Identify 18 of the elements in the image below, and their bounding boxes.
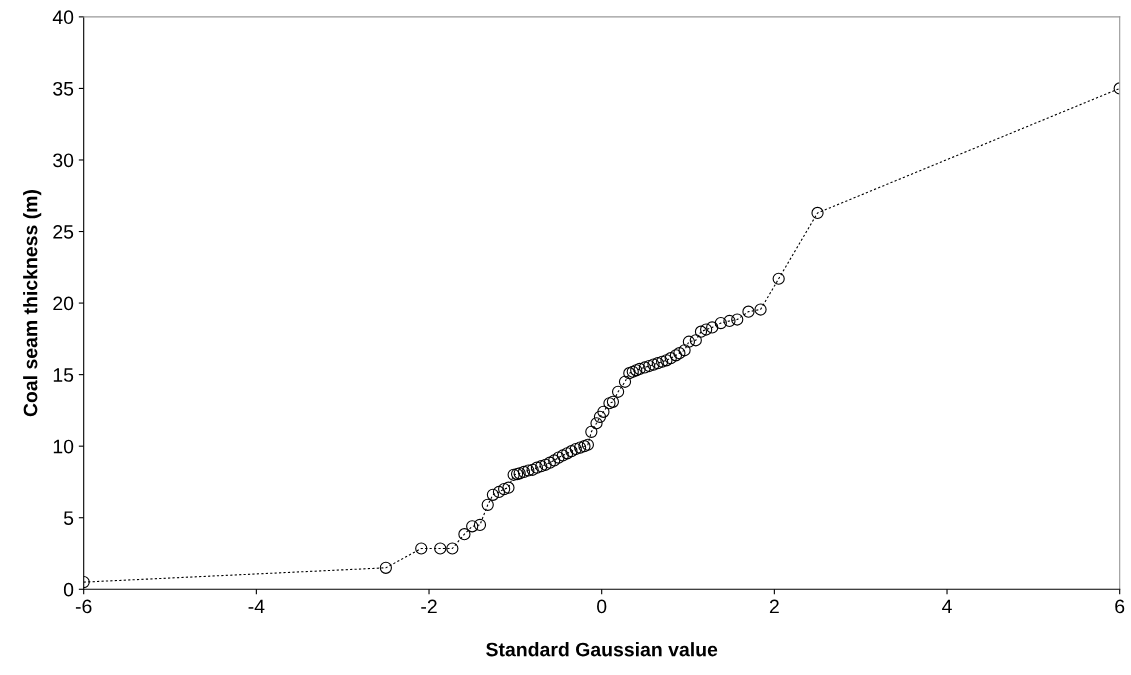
y-tick-label: 0: [63, 582, 74, 597]
y-tick-label: 15: [53, 368, 74, 382]
y-tick-label: 35: [53, 81, 74, 96]
y-axis-title: Coal seam thickness (m): [23, 190, 42, 417]
y-tick-label: 10: [53, 439, 74, 454]
y-tick-label: 25: [53, 224, 74, 239]
y-tick-label: 5: [63, 511, 74, 525]
x-tick-label: 6: [1115, 599, 1125, 614]
x-tick-label: -6: [75, 599, 92, 614]
x-tick-label: 2: [769, 599, 779, 614]
x-tick-label: 4: [942, 599, 952, 614]
y-tick-label: 30: [53, 153, 74, 168]
y-tick-label: 40: [52, 10, 74, 25]
x-axis-title: Standard Gaussian value: [486, 642, 718, 657]
x-tick-label: -4: [248, 599, 265, 614]
y-tick-label: 20: [53, 296, 74, 311]
x-tick-label: -2: [421, 599, 437, 614]
x-tick-label: 0: [597, 599, 607, 614]
